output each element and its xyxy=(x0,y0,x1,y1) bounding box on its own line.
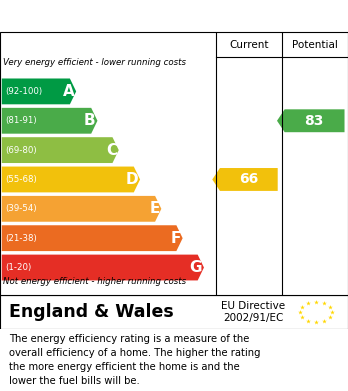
Polygon shape xyxy=(2,108,97,134)
Polygon shape xyxy=(277,109,345,132)
Polygon shape xyxy=(2,225,183,251)
Polygon shape xyxy=(2,137,119,163)
Text: Potential: Potential xyxy=(292,39,338,50)
Text: (39-54): (39-54) xyxy=(6,204,37,213)
Text: B: B xyxy=(84,113,96,128)
Text: The energy efficiency rating is a measure of the
overall efficiency of a home. T: The energy efficiency rating is a measur… xyxy=(9,334,260,386)
Text: D: D xyxy=(126,172,138,187)
Polygon shape xyxy=(2,255,204,280)
Text: (55-68): (55-68) xyxy=(6,175,37,184)
Polygon shape xyxy=(2,167,140,192)
Text: C: C xyxy=(106,143,117,158)
Text: E: E xyxy=(149,201,160,216)
Polygon shape xyxy=(2,79,76,104)
Text: (1-20): (1-20) xyxy=(6,263,32,272)
Text: Not energy efficient - higher running costs: Not energy efficient - higher running co… xyxy=(3,277,186,286)
Text: Very energy efficient - lower running costs: Very energy efficient - lower running co… xyxy=(3,58,186,67)
Text: (81-91): (81-91) xyxy=(6,116,37,125)
Text: G: G xyxy=(190,260,202,275)
Text: England & Wales: England & Wales xyxy=(9,303,173,321)
Text: Current: Current xyxy=(229,39,269,50)
Text: EU Directive
2002/91/EC: EU Directive 2002/91/EC xyxy=(221,301,285,323)
Text: 66: 66 xyxy=(239,172,258,187)
Text: A: A xyxy=(63,84,74,99)
Text: F: F xyxy=(171,231,181,246)
Text: (69-80): (69-80) xyxy=(6,145,37,154)
Text: (92-100): (92-100) xyxy=(6,87,43,96)
Text: 83: 83 xyxy=(304,114,323,128)
Polygon shape xyxy=(212,168,278,191)
Text: (21-38): (21-38) xyxy=(6,234,37,243)
Text: Energy Efficiency Rating: Energy Efficiency Rating xyxy=(9,9,230,23)
Polygon shape xyxy=(2,196,161,222)
